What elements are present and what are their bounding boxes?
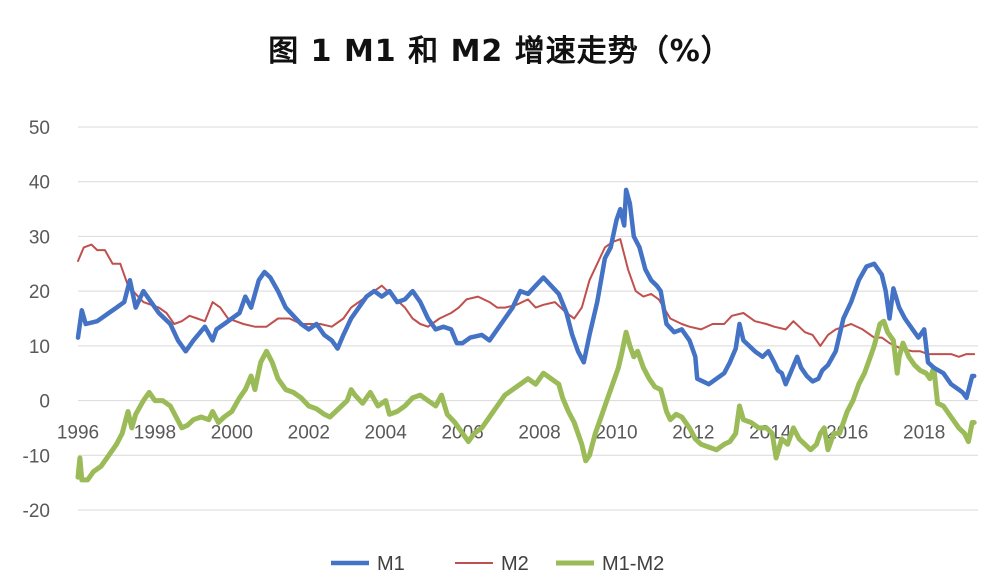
- grid-layer: [78, 126, 978, 511]
- x-tick-label: 2004: [365, 423, 408, 444]
- y-tick-label: 40: [29, 173, 50, 194]
- series-line-m1: [75, 187, 977, 401]
- x-tick-label: 2010: [595, 423, 637, 444]
- legend: M1 M2 M1-M2: [331, 553, 664, 575]
- y-tick-labels: -20 -10 0 10 20 30 40 50: [23, 118, 50, 522]
- series-line-m2: [77, 238, 976, 358]
- x-tick-label: 2000: [211, 423, 253, 444]
- x-tick-label: 2008: [518, 423, 560, 444]
- x-tick-label: 1996: [57, 423, 99, 444]
- legend-label: M1: [377, 553, 405, 575]
- legend-label: M1-M2: [602, 553, 664, 575]
- legend-label: M2: [501, 553, 529, 575]
- y-tick-label: -20: [23, 501, 50, 522]
- x-tick-label: 2018: [903, 423, 945, 444]
- y-tick-label: 50: [29, 118, 50, 139]
- series-layer: [75, 187, 977, 483]
- series-line-m1-m2: [75, 318, 977, 483]
- chart-title: 图 1 M1 和 M2 增速走势（%）: [268, 34, 732, 69]
- x-tick-label: 1998: [134, 423, 176, 444]
- y-tick-label: 30: [29, 227, 50, 248]
- y-tick-label: -10: [23, 446, 50, 467]
- y-tick-label: 0: [39, 392, 50, 413]
- y-tick-label: 20: [29, 282, 50, 303]
- x-tick-label: 2016: [826, 423, 868, 444]
- y-tick-label: 10: [29, 337, 50, 358]
- x-tick-label: 2002: [288, 423, 330, 444]
